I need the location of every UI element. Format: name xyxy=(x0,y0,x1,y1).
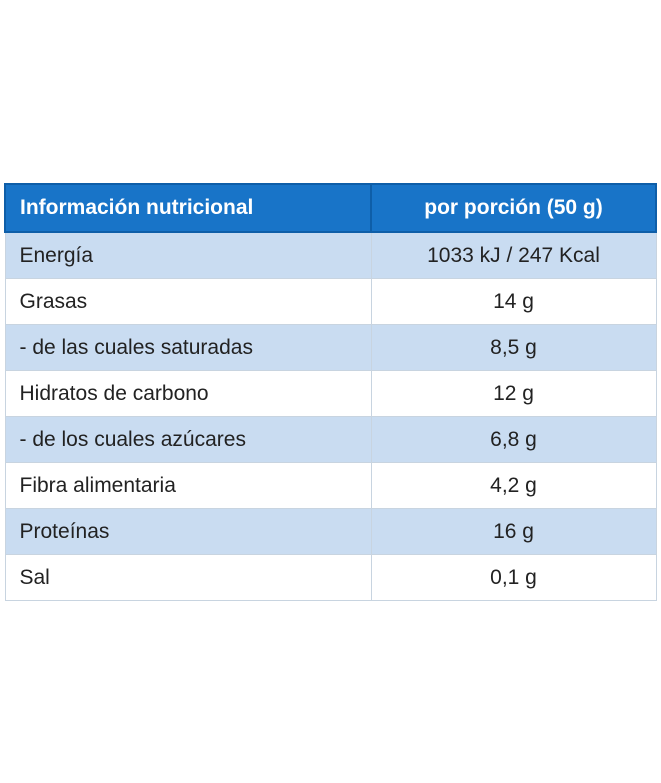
table-cell: 1033 kJ / 247 Kcal xyxy=(370,231,657,279)
table-cell: 12 g xyxy=(370,370,657,417)
table-cell: Proteínas xyxy=(4,508,372,555)
table-row: Energía 1033 kJ / 247 Kcal xyxy=(4,231,657,279)
table-cell: 8,5 g xyxy=(370,324,657,371)
header-row: Información nutricional por porción (50 … xyxy=(4,183,657,233)
table-cell: Hidratos de carbono xyxy=(4,370,372,417)
table-row: Fibra alimentaria 4,2 g xyxy=(4,462,657,509)
header-cell: Información nutricional xyxy=(4,183,372,233)
table-cell: 6,8 g xyxy=(370,416,657,463)
table-cell: - de las cuales saturadas xyxy=(4,324,372,371)
table-body: Energía 1033 kJ / 247 Kcal Grasas 14 g- de … xyxy=(4,231,657,601)
table-row: Grasas 14 g xyxy=(4,278,657,325)
table-cell: Energía xyxy=(4,231,372,279)
table-cell: Grasas xyxy=(4,278,372,325)
table-cell: Sal xyxy=(4,554,372,601)
table-cell: 14 g xyxy=(370,278,657,325)
table-cell: - de los cuales azúcares xyxy=(4,416,372,463)
table-cell: Fibra alimentaria xyxy=(4,462,372,509)
header-cell: por porción (50 g) xyxy=(370,183,657,233)
nutrition-table: Información nutricional por porción (50 … xyxy=(4,183,657,601)
table-row: Hidratos de carbono 12 g xyxy=(4,370,657,417)
table-row: - de las cuales saturadas 8,5 g xyxy=(4,324,657,371)
table-cell: 0,1 g xyxy=(370,554,657,601)
table-row: Sal 0,1 g xyxy=(4,554,657,601)
table-cell: 16 g xyxy=(370,508,657,555)
table-row: Proteínas 16 g xyxy=(4,508,657,555)
table-row: - de los cuales azúcares 6,8 g xyxy=(4,416,657,463)
table-cell: 4,2 g xyxy=(370,462,657,509)
